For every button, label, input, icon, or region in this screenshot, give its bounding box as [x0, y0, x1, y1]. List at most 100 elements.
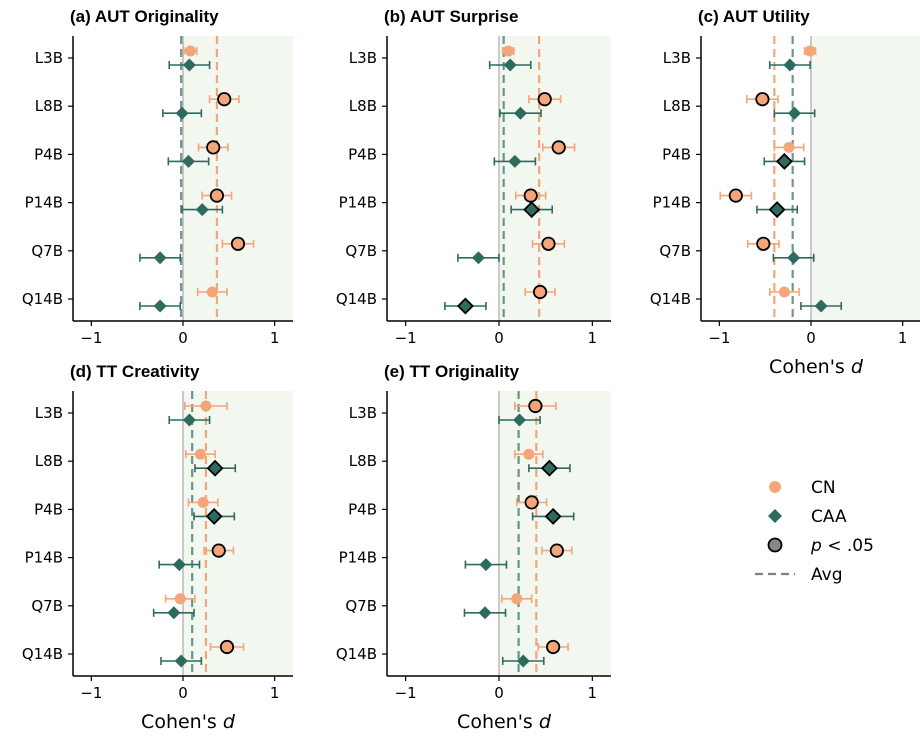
cn-point-q7b — [221, 236, 255, 251]
panel-1: −1 0 1 L3B L8B P4B P14B Q7B Q14B (a) AUT Original… — [22, 7, 293, 347]
cn-marker — [184, 45, 196, 57]
cn-marker — [174, 593, 186, 605]
legend-label: p < .05 — [810, 536, 874, 556]
x-tick-label: 0 — [178, 329, 188, 347]
caa-marker — [508, 154, 522, 168]
cn-point-p4b — [187, 496, 219, 508]
cn-marker — [511, 593, 523, 605]
cn-marker — [211, 543, 226, 558]
cn-marker — [783, 141, 795, 153]
caa-point-q14b — [139, 299, 182, 313]
x-tick-label: −1 — [80, 329, 102, 347]
cn-marker — [209, 188, 225, 203]
cn-marker — [528, 398, 543, 414]
caa-point-l3b — [168, 413, 211, 427]
y-tick-label: Q14B — [22, 290, 63, 308]
caa-marker — [513, 413, 527, 427]
cn-point-p4b — [197, 140, 229, 155]
caa-marker — [182, 413, 196, 427]
cn-marker — [200, 400, 212, 412]
y-tick-label: Q14B — [336, 645, 377, 663]
cn-marker — [549, 543, 564, 558]
legend-label: CN — [811, 478, 836, 498]
caa-point-q14b — [501, 654, 545, 668]
cn-point-l8b — [208, 92, 240, 107]
caa-point-q7b — [463, 606, 507, 620]
caa-marker — [471, 251, 485, 265]
x-tick-label: 0 — [494, 329, 504, 347]
caa-marker — [175, 106, 189, 120]
cn-point-q14b — [768, 286, 800, 298]
panel-title: (c) AUT Utility — [698, 7, 810, 26]
cn-point-l8b — [746, 92, 779, 107]
y-tick-label: L8B — [35, 452, 63, 470]
caa-point-q7b — [457, 251, 500, 265]
legend-label: Avg — [811, 565, 843, 585]
panel-4: −1 0 1 L3B L8B P4B P14B Q7B Q14B (d) TT Creativit… — [22, 362, 293, 733]
cn-marker — [524, 495, 539, 510]
caa-point-q7b — [139, 251, 182, 265]
x-tick-label: −1 — [708, 329, 730, 347]
caa-point-l8b — [499, 106, 542, 120]
caa-marker — [775, 152, 793, 170]
y-tick-label: L3B — [35, 404, 63, 422]
cn-point-p14b — [201, 188, 233, 203]
x-tick-label: −1 — [80, 684, 102, 702]
x-tick-label: 0 — [178, 684, 188, 702]
positive-region-shade — [499, 36, 611, 321]
caa-marker — [814, 299, 828, 313]
panel-plot-area — [139, 36, 293, 321]
legend-caa-marker — [768, 509, 782, 523]
caa-point-q14b — [160, 654, 203, 668]
x-tick-label: 1 — [270, 329, 280, 347]
cn-marker — [778, 286, 790, 298]
cn-point-p14b — [541, 543, 573, 558]
legend-sig-marker — [767, 537, 783, 553]
y-tick-label: P14B — [339, 194, 377, 212]
panel-2: −1 0 1 L3B L8B P4B P14B Q7B Q14B (b) AUT Surprise — [336, 7, 611, 347]
x-axis-label: Cohen's d — [769, 356, 864, 378]
y-tick-label: L3B — [663, 49, 691, 67]
y-tick-label: P14B — [25, 549, 63, 567]
cn-marker — [546, 639, 561, 655]
cn-point-q7b — [746, 236, 780, 251]
panel-title: (d) TT Creativity — [70, 362, 200, 381]
caa-marker — [205, 507, 223, 525]
x-tick-label: −1 — [395, 684, 417, 702]
cn-point-q14b — [524, 284, 556, 300]
caa-point-p4b — [493, 154, 537, 168]
panel-plot-area — [463, 391, 611, 676]
x-tick-label: 0 — [494, 684, 504, 702]
panel-3: −1 0 1 L3B L8B P4B P14B Q7B Q14B (c) AUT Utility C… — [650, 7, 920, 378]
panel-plot-area — [444, 36, 611, 321]
y-tick-label: Q14B — [22, 645, 63, 663]
caa-point-p4b — [531, 507, 575, 525]
caa-marker — [206, 459, 224, 477]
y-tick-label: L3B — [35, 49, 63, 67]
panel-title: (e) TT Originality — [384, 362, 520, 381]
caa-point-q7b — [772, 251, 815, 265]
positive-region-shade — [183, 391, 293, 676]
panel-5: −1 0 1 L3B L8B P4B P14B Q7B Q14B (e) TT Originali… — [336, 362, 611, 733]
positive-region-shade — [183, 36, 293, 321]
caa-point-q14b — [800, 299, 843, 313]
cn-marker — [230, 236, 246, 251]
caa-marker — [195, 203, 209, 217]
x-tick-label: 1 — [898, 329, 908, 347]
caa-point-p4b — [763, 152, 806, 170]
x-tick-label: 1 — [588, 329, 598, 347]
y-tick-label: P14B — [653, 194, 691, 212]
legend-item-caa: CAA — [768, 507, 847, 527]
cn-marker — [206, 140, 221, 155]
caa-marker — [503, 58, 517, 72]
cn-point-l3b — [184, 400, 228, 412]
cn-marker — [537, 92, 552, 107]
panels: −1 0 1 L3B L8B P4B P14B Q7B Q14B (a) AUT Original… — [22, 7, 920, 733]
cn-marker — [804, 45, 816, 57]
caa-point-l3b — [488, 58, 532, 72]
y-tick-label: L3B — [349, 49, 377, 67]
cn-point-p14b — [203, 543, 235, 558]
cn-point-l3b — [183, 45, 198, 57]
cn-marker — [219, 639, 235, 655]
